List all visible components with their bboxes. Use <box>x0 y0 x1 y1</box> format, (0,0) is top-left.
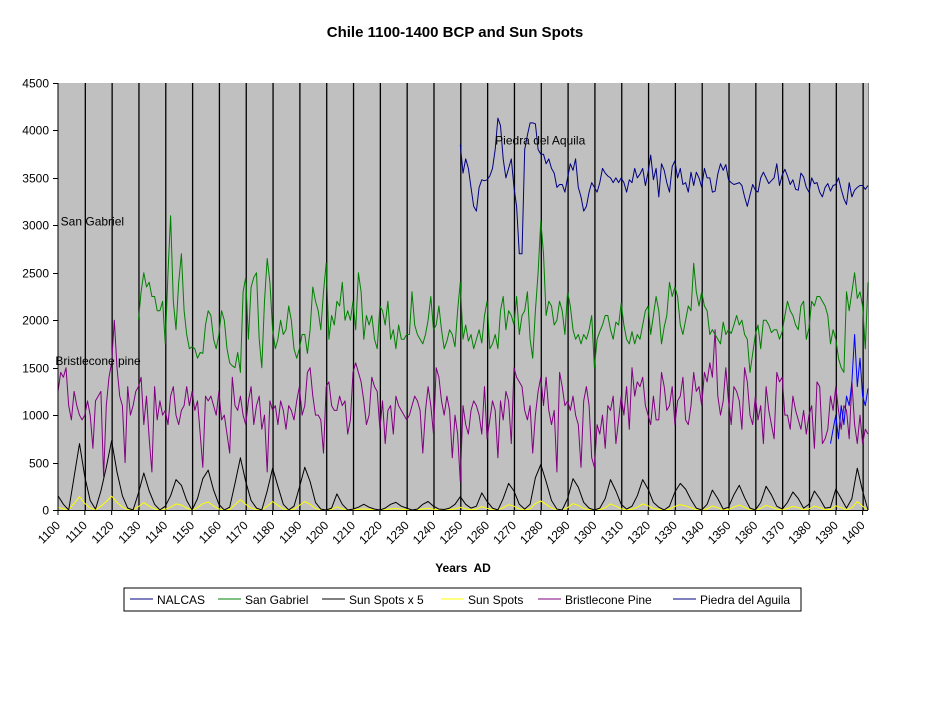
annotations: Piedra del Aquila San Gabriel Bristlecon… <box>55 134 585 368</box>
series-san-gabriel <box>138 215 869 373</box>
legend: NALCAS San Gabriel Sun Spots x 5 Sun Spo… <box>123 587 802 612</box>
legend-item-sun-spots: Sun Spots <box>441 593 523 607</box>
legend-item-bristlecone-pine: Bristlecone Pine <box>538 593 652 607</box>
series-line-sun-spots <box>57 495 869 511</box>
series-bristlecone-pine <box>57 319 869 482</box>
y-tick-label-0: 0 <box>42 504 49 518</box>
series-nalcas <box>459 117 869 255</box>
y-tick-label-2500: 2500 <box>22 267 49 281</box>
series-sun-spots <box>57 495 869 511</box>
legend-item-sun-spots-x5: Sun Spots x 5 <box>322 593 424 607</box>
legend-item-nalcas: NALCAS <box>130 593 205 607</box>
series-layer <box>57 117 869 511</box>
legend-label-bristlecone-pine: Bristlecone Pine <box>565 593 652 607</box>
y-tick-label-1500: 1500 <box>22 362 49 376</box>
annotation-bristlecone-pine: Bristlecone pine <box>55 354 141 368</box>
y-tick-label-3500: 3500 <box>22 172 49 186</box>
legend-label-sun-spots: Sun Spots <box>468 593 523 607</box>
series-line-nalcas <box>459 117 869 255</box>
annotation-piedra-del-aquila: Piedra del Aquila <box>495 134 585 148</box>
series-line-piedra-del-aguila <box>830 334 869 444</box>
legend-item-san-gabriel: San Gabriel <box>218 593 308 607</box>
series-line-san-gabriel <box>138 215 869 373</box>
chart-title: Chile 1100-1400 BCP and Sun Spots <box>327 24 583 41</box>
series-piedra-del-aguila <box>830 334 869 444</box>
x-axis-label: Years AD <box>435 561 491 575</box>
y-axis-ticks: 0 500 1000 1500 2000 2500 3000 3500 4000 4500 <box>22 77 58 518</box>
y-tick-label-1000: 1000 <box>22 409 49 423</box>
legend-label-san-gabriel: San Gabriel <box>245 593 308 607</box>
series-sun-spots-x-5 <box>57 440 869 511</box>
y-tick-label-4000: 4000 <box>22 124 49 138</box>
y-tick-label-3000: 3000 <box>22 219 49 233</box>
y-tick-label-2000: 2000 <box>22 314 49 328</box>
annotation-san-gabriel: San Gabriel <box>61 214 124 228</box>
plot-area <box>58 83 868 510</box>
series-line-sun-spots-x-5 <box>57 440 869 511</box>
legend-label-sun-spots-x5: Sun Spots x 5 <box>349 593 424 607</box>
y-tick-label-4500: 4500 <box>22 77 49 91</box>
axes <box>57 83 868 511</box>
legend-label-nalcas: NALCAS <box>157 593 205 607</box>
series-line-bristlecone-pine <box>57 319 869 482</box>
legend-label-piedra-del-aguila: Piedra del Aguila <box>700 593 790 607</box>
legend-item-piedra-del-aguila: Piedra del Aguila <box>673 593 790 607</box>
y-tick-label-500: 500 <box>29 457 49 471</box>
